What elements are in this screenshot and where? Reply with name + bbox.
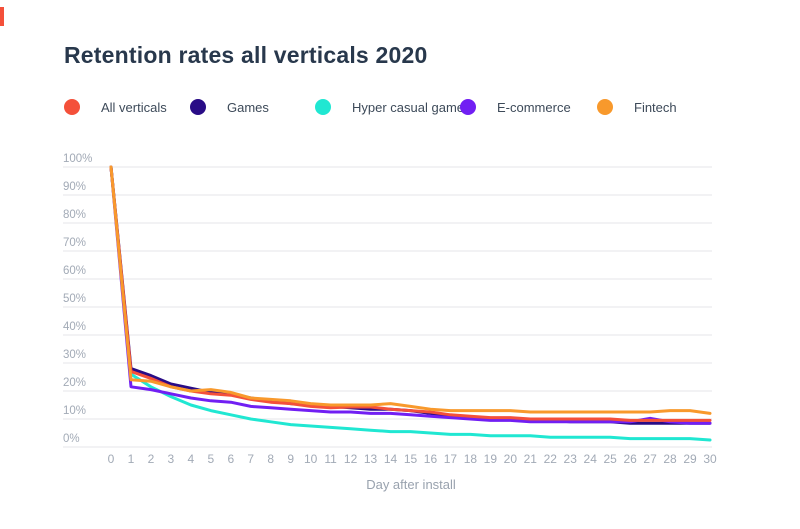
series-line-e-commerce xyxy=(109,165,712,425)
page-title: Retention rates all verticals 2020 xyxy=(64,42,428,68)
y-tick-label-100: 100% xyxy=(63,153,92,165)
x-tick-label-10: 10 xyxy=(304,452,318,466)
series-line-all-verticals xyxy=(109,165,712,422)
legend-item-all-verticals: All verticals xyxy=(64,99,167,115)
legend-item-fintech: Fintech xyxy=(597,99,677,115)
x-tick-label-0: 0 xyxy=(108,452,115,466)
x-tick-label-25: 25 xyxy=(603,452,617,466)
x-tick-label-13: 13 xyxy=(364,452,378,466)
x-tick-label-9: 9 xyxy=(287,452,294,466)
y-tick-label-60: 60% xyxy=(63,265,86,277)
legend-item-hyper-casual-games: Hyper casual games xyxy=(315,99,471,115)
x-tick-label-20: 20 xyxy=(504,452,518,466)
x-tick-label-4: 4 xyxy=(188,452,195,466)
x-tick-label-19: 19 xyxy=(484,452,498,466)
series-line-hyper-casual-games xyxy=(109,165,712,442)
x-tick-label-7: 7 xyxy=(247,452,254,466)
x-tick-label-18: 18 xyxy=(464,452,478,466)
x-tick-label-2: 2 xyxy=(148,452,155,466)
x-tick-label-22: 22 xyxy=(544,452,558,466)
legend-dot-all-verticals xyxy=(64,99,80,115)
y-tick-label-80: 80% xyxy=(63,209,86,221)
y-tick-label-40: 40% xyxy=(63,321,86,333)
x-tick-label-27: 27 xyxy=(643,452,657,466)
y-tick-label-10: 10% xyxy=(63,405,86,417)
y-tick-label-20: 20% xyxy=(63,377,86,389)
x-tick-label-29: 29 xyxy=(683,452,697,466)
legend-dot-games xyxy=(190,99,206,115)
x-tick-label-12: 12 xyxy=(344,452,358,466)
legend-label: Hyper casual games xyxy=(352,99,471,115)
x-tick-label-1: 1 xyxy=(128,452,135,466)
y-tick-label-50: 50% xyxy=(63,293,86,305)
legend-item-games: Games xyxy=(190,99,269,115)
series-line-games xyxy=(109,165,712,425)
legend-label: All verticals xyxy=(101,99,167,115)
legend-label: E-commerce xyxy=(497,99,571,115)
x-tick-label-26: 26 xyxy=(623,452,637,466)
x-tick-label-16: 16 xyxy=(424,452,438,466)
x-tick-label-14: 14 xyxy=(384,452,398,466)
x-tick-label-23: 23 xyxy=(564,452,578,466)
legend-dot-e-commerce xyxy=(460,99,476,115)
series-lines xyxy=(109,165,712,442)
legend-item-e-commerce: E-commerce xyxy=(460,99,571,115)
x-axis-title: Day after install xyxy=(366,477,456,492)
x-tick-label-6: 6 xyxy=(227,452,234,466)
x-tick-label-11: 11 xyxy=(324,452,337,466)
y-tick-label-0: 0% xyxy=(63,433,80,445)
legend-dot-hyper-casual-games xyxy=(315,99,331,115)
x-tick-label-15: 15 xyxy=(404,452,418,466)
x-tick-label-30: 30 xyxy=(703,452,717,466)
y-tick-label-30: 30% xyxy=(63,349,86,361)
x-tick-label-8: 8 xyxy=(267,452,274,466)
x-tick-label-17: 17 xyxy=(444,452,458,466)
legend-label: Games xyxy=(227,99,269,115)
y-axis-labels: 0% 10% 20% 30% 40% 50% 60% 70% 80% 90% 100% xyxy=(63,153,92,445)
y-tick-label-90: 90% xyxy=(63,181,86,193)
legend-label: Fintech xyxy=(634,99,677,115)
x-tick-label-5: 5 xyxy=(207,452,214,466)
y-tick-label-70: 70% xyxy=(63,237,86,249)
x-tick-label-28: 28 xyxy=(663,452,677,466)
legend-dot-fintech xyxy=(597,99,613,115)
accent-mark xyxy=(0,7,4,26)
x-tick-label-3: 3 xyxy=(168,452,175,466)
x-axis-labels: 0 1 2 3 4 5 6 7 8 9 10 11 12 13 14 15 16 17 18 19 20 21 22 23 24… xyxy=(108,452,717,466)
series-line-fintech xyxy=(109,165,712,415)
x-tick-label-24: 24 xyxy=(584,452,598,466)
x-tick-label-21: 21 xyxy=(524,452,538,466)
